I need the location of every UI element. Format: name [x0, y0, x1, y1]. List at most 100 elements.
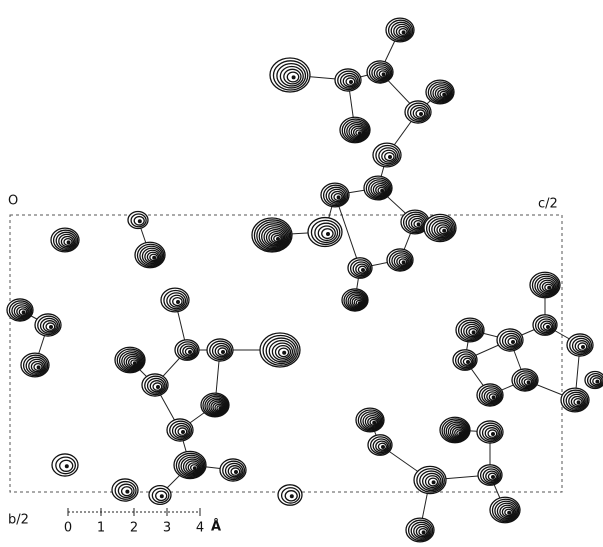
atom-peak	[414, 466, 446, 493]
atom-peak	[567, 334, 593, 356]
atom-peak	[321, 183, 349, 207]
peak-center	[382, 72, 386, 76]
peak-center	[432, 480, 436, 484]
atom-peak	[406, 518, 434, 542]
peak-center	[577, 400, 581, 404]
peak-center	[388, 155, 392, 159]
peak-center	[419, 112, 423, 116]
peak-center	[67, 240, 71, 244]
atom-peak	[477, 421, 503, 443]
peak-center	[349, 80, 353, 84]
peak-center	[511, 340, 515, 344]
atom-peak	[356, 408, 384, 432]
atom-peak	[128, 212, 148, 229]
atom-peak	[260, 333, 300, 367]
peak-center	[234, 470, 238, 474]
atom-peak	[308, 218, 342, 247]
atom-peak	[426, 80, 454, 104]
page: O c/2 b/2 01234Å (() => { const data = J…	[0, 0, 603, 547]
atom-peak	[456, 318, 484, 342]
c-axis-label: c/2	[538, 197, 558, 212]
atom-peak	[142, 374, 168, 396]
atom-peak	[335, 69, 361, 91]
peak-center	[595, 380, 599, 384]
atom-peak	[490, 497, 520, 523]
atom-peak	[497, 329, 523, 351]
atom-peak	[220, 459, 246, 481]
scale-label: 3	[163, 521, 171, 536]
peak-center	[138, 219, 142, 223]
peak-center	[417, 222, 421, 226]
peak-center	[358, 301, 362, 305]
atom-peak	[135, 242, 165, 268]
atom-peak	[35, 314, 61, 336]
atom-peak	[478, 465, 502, 485]
atom-peak	[387, 249, 413, 271]
scale-label: 1	[97, 521, 105, 536]
peak-center	[65, 464, 69, 468]
atom-peak	[477, 384, 503, 406]
peak-center	[193, 466, 197, 470]
peak-center	[276, 237, 280, 241]
peak-center	[422, 530, 426, 534]
peak-center	[133, 361, 137, 365]
atom-peak	[373, 143, 401, 167]
atom-peak	[270, 58, 310, 92]
peak-center	[442, 93, 446, 97]
atom-peak	[7, 299, 33, 321]
peak-center	[221, 350, 225, 354]
atom-peak	[561, 388, 589, 412]
atom-peak	[51, 228, 79, 252]
peak-center	[527, 380, 531, 384]
origin-label: O	[8, 194, 18, 209]
atom-peak	[585, 372, 603, 389]
peak-center	[442, 229, 446, 233]
atom-peak	[175, 340, 199, 360]
peak-center	[472, 330, 476, 334]
peak-center	[372, 421, 376, 425]
atom-peak	[405, 101, 431, 123]
peak-center	[458, 432, 462, 436]
atom-peak	[440, 417, 470, 443]
atom-peak	[115, 347, 145, 373]
atom-peak	[342, 289, 368, 311]
scale-label: 4	[196, 521, 204, 536]
peak-center	[361, 268, 365, 272]
peak-center	[326, 232, 330, 236]
peak-center	[292, 75, 296, 79]
peak-center	[282, 351, 286, 355]
atom-peak	[424, 214, 456, 241]
peak-center	[290, 494, 294, 498]
atom-peak	[52, 454, 78, 476]
peak-center	[125, 490, 129, 494]
peak-center	[491, 475, 495, 479]
atom-peak	[367, 61, 393, 83]
scale-unit: Å	[211, 519, 221, 535]
atom-peak	[533, 315, 557, 335]
atom-peak	[161, 288, 189, 312]
peak-center	[547, 286, 551, 290]
peak-center	[546, 325, 550, 329]
atom-peak	[112, 479, 138, 501]
atom-peak	[278, 485, 302, 505]
atom-peak	[368, 435, 392, 455]
peak-center	[581, 345, 585, 349]
atom-peak	[207, 339, 233, 361]
peak-center	[491, 432, 495, 436]
atom-peak	[386, 18, 414, 42]
peak-center	[402, 30, 406, 34]
atom-peak	[340, 117, 370, 143]
peak-center	[152, 256, 156, 260]
peak-center	[358, 131, 362, 135]
atom-peak	[530, 272, 560, 298]
atom-peak	[453, 350, 477, 370]
atom-peak	[512, 369, 538, 391]
peak-center	[22, 310, 26, 314]
scale-label: 2	[130, 521, 138, 536]
atom-peak	[252, 218, 292, 252]
scale-label: 0	[64, 521, 72, 536]
b-axis-label: b/2	[8, 513, 29, 528]
peak-center	[466, 360, 470, 364]
peak-center	[37, 365, 41, 369]
atom-peak	[174, 451, 206, 478]
